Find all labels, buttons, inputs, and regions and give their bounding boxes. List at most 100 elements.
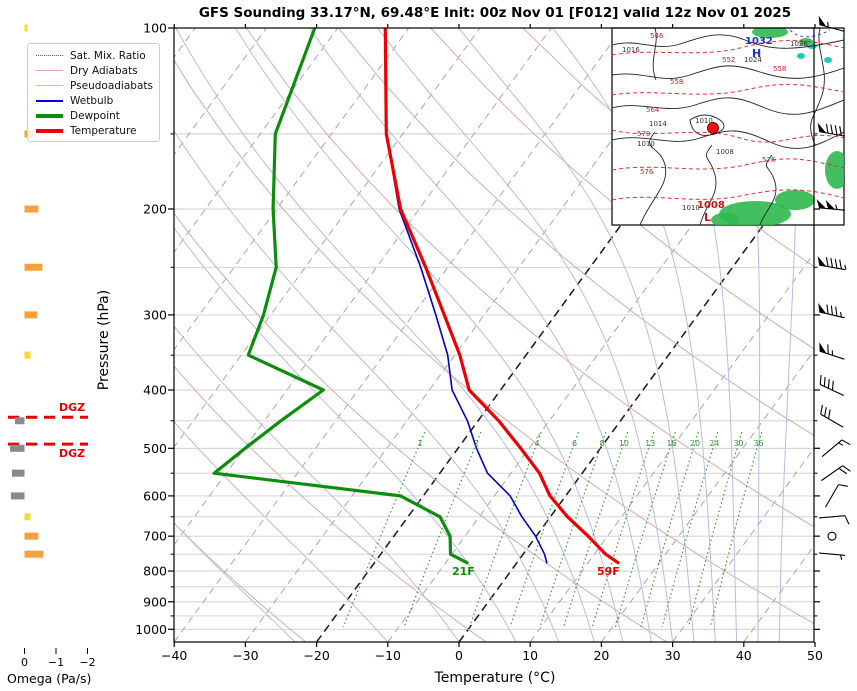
mixing-ratio-label: 20 <box>690 439 700 448</box>
dry-adiabat-line-sample-icon <box>36 70 63 71</box>
legend: Sat. Mix. Ratio Dry Adiabats Pseudoadiab… <box>27 43 160 142</box>
map-high-pressure-value: 1032 <box>745 36 773 47</box>
wind-barb <box>817 122 845 137</box>
pressure-tick-label: 800 <box>143 564 167 579</box>
omega-bar <box>15 417 25 425</box>
mixing-ratio-lines <box>342 431 763 628</box>
legend-item-dewpoint: Dewpoint <box>28 108 159 123</box>
svg-text:552: 552 <box>722 56 735 64</box>
pressure-tick-label: 400 <box>143 383 167 398</box>
legend-item-sat-mix-ratio: Sat. Mix. Ratio <box>28 48 159 63</box>
wind-barb <box>819 375 845 397</box>
temperature-tick-label: 30 <box>665 648 681 663</box>
omega-bar <box>24 311 38 319</box>
map-inset: 546 1016 1026 552 1024 558 558 564 1014 1010 570 10… <box>611 27 845 226</box>
mixing-ratio-label: 6 <box>572 439 577 448</box>
omega-bar <box>24 205 39 213</box>
svg-text:1010: 1010 <box>637 140 655 148</box>
mixing-ratio-label: 24 <box>709 439 719 448</box>
svg-text:1016: 1016 <box>622 46 640 54</box>
pressure-tick-label: 900 <box>143 594 167 609</box>
wind-barb-column <box>816 15 851 560</box>
svg-text:1008: 1008 <box>716 148 734 156</box>
chart-title: GFS Sounding 33.17°N, 69.48°E Init: 00z … <box>198 5 792 21</box>
svg-text:570: 570 <box>637 130 650 138</box>
mixing-ratio-label: 1 <box>417 439 422 448</box>
svg-text:546: 546 <box>650 32 664 40</box>
svg-text:1010: 1010 <box>682 204 700 212</box>
legend-label: Dry Adiabats <box>70 64 138 77</box>
legend-label: Sat. Mix. Ratio <box>70 49 146 62</box>
pressure-tick-label: 200 <box>143 202 167 217</box>
dewpoint-line-sample-icon <box>36 113 63 118</box>
svg-text:558: 558 <box>773 65 786 73</box>
pressure-tick-label: 300 <box>143 307 167 322</box>
wetbulb-curve <box>385 133 548 564</box>
temperature-line-sample-icon <box>36 128 63 133</box>
legend-label: Temperature <box>70 124 137 137</box>
temperature-tick-label: 0 <box>455 648 463 663</box>
mixing-ratio-label: 10 <box>619 439 629 448</box>
wind-barb <box>817 256 847 271</box>
omega-bar <box>11 469 25 477</box>
wind-barb <box>825 484 848 508</box>
mixing-ratio-label: 16 <box>667 439 677 448</box>
pressure-tick-label: 500 <box>143 441 167 456</box>
wind-barb <box>821 439 851 458</box>
wind-barb <box>818 15 845 32</box>
temperature-tick-label: 10 <box>522 648 538 663</box>
legend-label: Dewpoint <box>70 109 120 122</box>
temperature-curve <box>383 28 620 565</box>
temperature-tick-label: 40 <box>736 648 752 663</box>
omega-bar <box>24 513 31 521</box>
map-high-symbol: H <box>752 47 762 60</box>
omega-bar <box>24 24 28 32</box>
pseudoadiabat-line-sample-icon <box>36 85 63 86</box>
pressure-tick-label: 600 <box>143 488 167 503</box>
legend-item-dry-adiabats: Dry Adiabats <box>28 63 159 78</box>
svg-text:1010: 1010 <box>695 117 713 125</box>
svg-text:558: 558 <box>670 78 683 86</box>
mixing-ratio-label: 36 <box>753 439 763 448</box>
legend-item-temperature: Temperature <box>28 123 159 138</box>
wind-barb <box>821 465 851 482</box>
svg-text:576: 576 <box>640 168 654 176</box>
surface-dewpoint-label: 21F <box>452 565 475 578</box>
wind-barb <box>820 404 844 428</box>
temperature-tick-label: 20 <box>593 648 609 663</box>
dewpoint-curve <box>212 28 469 565</box>
dgz-lower-label: DGZ <box>59 447 86 460</box>
svg-text:1014: 1014 <box>649 120 667 128</box>
omega-bar <box>24 351 31 359</box>
svg-text:−2: −2 <box>79 656 95 669</box>
mixing-ratio-label: 2 <box>474 439 479 448</box>
omega-bar <box>24 263 43 271</box>
mixing-ratio-label: 13 <box>645 439 655 448</box>
pressure-tick-label: 1000 <box>135 622 167 637</box>
svg-text:1026: 1026 <box>790 40 808 48</box>
wetbulb-line-sample-icon <box>36 99 63 102</box>
wind-barb <box>816 199 845 211</box>
temperature-axis-label: Temperature (°C) <box>434 670 556 686</box>
omega-axis-label: Omega (Pa/s) <box>7 671 92 686</box>
legend-item-wetbulb: Wetbulb <box>28 93 159 108</box>
temperature-tick-label: −40 <box>161 648 187 663</box>
omega-bar <box>10 444 25 452</box>
temperature-tick-label: −20 <box>303 648 329 663</box>
wind-barb <box>818 303 845 319</box>
wind-barb <box>827 531 837 541</box>
omega-bar <box>24 532 39 540</box>
temperature-tick-label: −30 <box>232 648 258 663</box>
svg-text:0: 0 <box>21 656 28 669</box>
mixing-ratio-label: 30 <box>733 439 743 448</box>
legend-item-pseudoadiabats: Pseudoadiabats <box>28 78 159 93</box>
surface-temperature-label: 59F <box>597 565 620 578</box>
legend-label: Wetbulb <box>70 94 114 107</box>
svg-text:576: 576 <box>762 156 776 164</box>
map-low-symbol: L <box>704 211 712 224</box>
svg-text:−1: −1 <box>48 656 64 669</box>
temperature-tick-label: −10 <box>375 648 401 663</box>
